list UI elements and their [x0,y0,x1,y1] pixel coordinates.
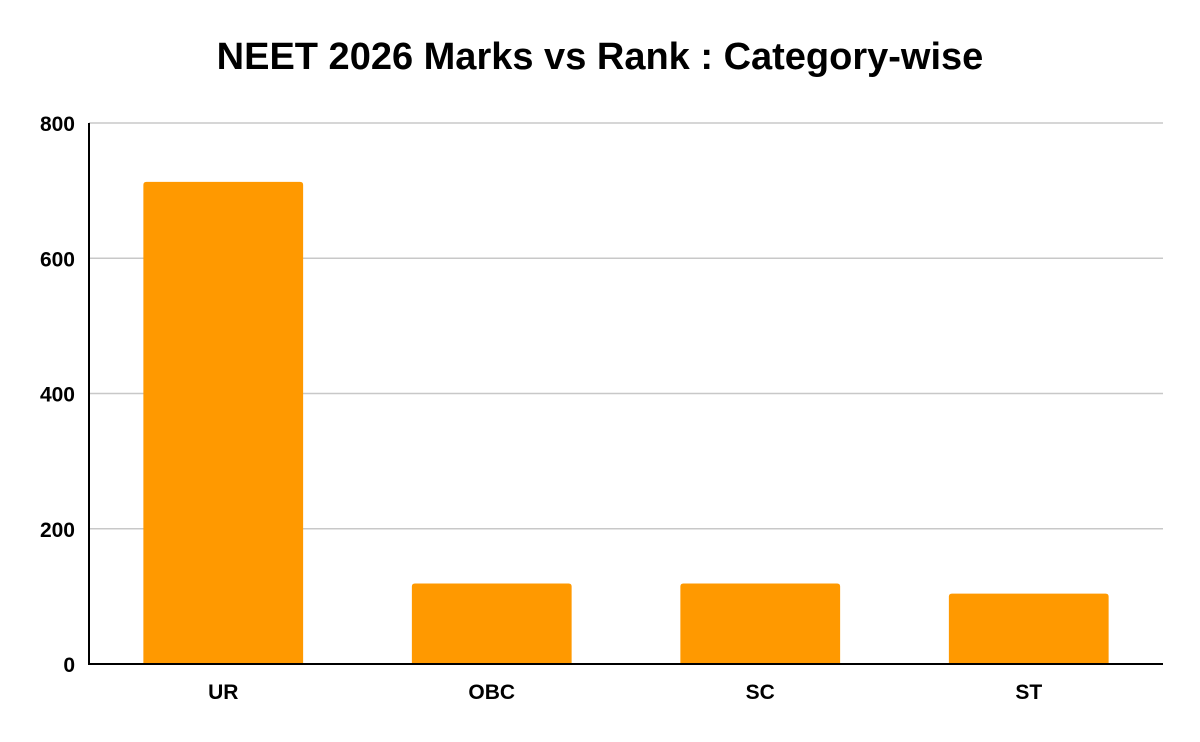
y-tick-label: 800 [40,113,75,136]
bar-obc [411,583,572,664]
bars [143,181,1109,665]
x-tick-label-ur: UR [208,681,238,704]
x-tick-label-st: ST [1015,681,1042,704]
bar-sc [680,583,841,664]
axes [88,123,1163,665]
bar-st [948,593,1109,664]
tick-labels: 0 200 400 600 800 UR OBC SC ST [40,113,1042,704]
x-tick-label-sc: SC [746,681,775,704]
chart-title: NEET 2026 Marks vs Rank : Category-wise [216,36,984,78]
x-tick-label-obc: OBC [468,681,515,704]
bar-ur [143,181,304,665]
y-tick-label: 0 [63,654,75,677]
y-tick-label: 400 [40,384,75,407]
y-tick-label: 200 [40,519,75,542]
y-tick-label: 600 [40,248,75,271]
